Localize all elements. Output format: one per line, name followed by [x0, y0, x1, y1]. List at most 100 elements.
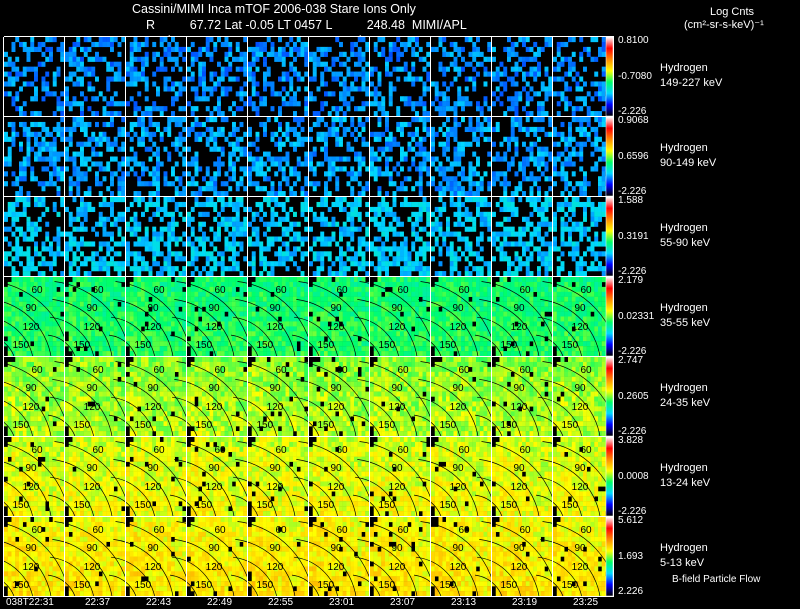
heatmap-cell: [198, 326, 203, 332]
heatmap-cell: [156, 151, 160, 157]
heatmap-cell: [190, 291, 195, 297]
heatmap-cell: [60, 316, 65, 322]
heatmap-cell: [296, 37, 301, 43]
heatmap-cell: [113, 296, 118, 302]
heatmap-cell: [388, 141, 393, 147]
heatmap-cell: [304, 41, 309, 48]
heatmap-cell: [377, 221, 382, 227]
heatmap-cell: [487, 117, 492, 123]
heatmap-cell: [4, 291, 8, 297]
heatmap-cell: [598, 156, 602, 162]
heatmap-cell: [4, 326, 8, 332]
heatmap-cell: [518, 256, 523, 262]
heatmap-cell: [235, 241, 240, 247]
heatmap-cell: [431, 81, 435, 87]
heatmap-cell: [568, 61, 572, 67]
heatmap-cell: [156, 277, 160, 283]
heatmap-cell: [141, 71, 145, 77]
heatmap-cell: [194, 277, 199, 283]
heatmap-cell: [198, 301, 203, 307]
heatmap-cell: [163, 171, 168, 177]
heatmap-cell: [91, 206, 96, 213]
heatmap-cell: [205, 316, 210, 322]
heatmap-cell: [243, 131, 248, 137]
heatmap-cell: [232, 241, 236, 247]
heatmap-cell: [370, 91, 374, 97]
heatmap-cell: [553, 156, 557, 162]
heatmap-cell: [7, 251, 12, 257]
heatmap-cell: [274, 341, 279, 347]
heatmap-cell: [49, 311, 53, 317]
heatmap-cell: [52, 256, 57, 262]
heatmap-cell: [190, 56, 195, 62]
heatmap-cell: [198, 236, 203, 242]
heatmap-cell: [278, 186, 282, 192]
heatmap-cell: [590, 37, 595, 43]
heatmap-cell: [468, 141, 473, 147]
heatmap-cell: [392, 191, 397, 197]
heatmap-cell: [171, 311, 175, 317]
heatmap-cell: [251, 181, 256, 187]
heatmap-cell: [525, 96, 530, 102]
heatmap-cell: [476, 71, 480, 77]
heatmap-cell: [407, 266, 412, 272]
heatmap-cell: [49, 141, 53, 147]
heatmap-cell: [34, 306, 38, 312]
heatmap-cell: [385, 61, 389, 67]
heatmap-cell: [163, 126, 168, 133]
heatmap-cell: [568, 71, 572, 77]
heatmap-cell: [533, 76, 538, 82]
heatmap-cell: [418, 161, 423, 167]
heatmap-cell: [198, 166, 203, 172]
heatmap-cell: [331, 126, 336, 133]
heatmap-cell: [422, 161, 427, 167]
heatmap-cell: [72, 161, 77, 167]
heatmap-cell: [80, 221, 84, 227]
heatmap-cell: [422, 197, 427, 203]
heatmap-cell: [174, 61, 179, 67]
heatmap-cell: [144, 277, 149, 283]
heatmap-cell: [133, 101, 138, 107]
heatmap-cell: [41, 181, 46, 187]
heatmap-cell: [102, 266, 107, 272]
heatmap-cell: [403, 241, 408, 247]
heatmap-cell: [266, 166, 271, 172]
heatmap-cell: [98, 131, 103, 137]
heatmap-cell: [110, 117, 114, 123]
heatmap-cell: [361, 191, 366, 197]
heatmap-cell: [300, 271, 305, 277]
heatmap-cell: [22, 281, 27, 288]
heatmap-cell: [228, 311, 233, 317]
heatmap-cell: [220, 277, 225, 283]
heatmap-cell: [224, 296, 229, 302]
heatmap-cell: [453, 181, 458, 187]
heatmap-cell: [224, 301, 229, 307]
heatmap-cell: [248, 331, 252, 337]
heatmap-cell: [385, 236, 389, 242]
heatmap-cell: [49, 316, 53, 322]
heatmap-cell: [507, 141, 511, 147]
heatmap-cell: [492, 56, 496, 62]
heatmap-cell: [274, 191, 279, 197]
heatmap-cell: [34, 341, 38, 347]
heatmap-panel: [4, 117, 65, 197]
heatmap-cell: [235, 331, 240, 337]
heatmap-cell: [434, 81, 439, 87]
heatmap-cell: [87, 191, 92, 197]
heatmap-cell: [320, 46, 325, 53]
heatmap-cell: [4, 61, 8, 67]
heatmap-cell: [381, 266, 386, 272]
heatmap-cell: [171, 266, 175, 272]
heatmap-cell: [316, 236, 321, 242]
heatmap-cell: [228, 161, 233, 167]
heatmap-cell: [590, 81, 595, 87]
heatmap-cell: [163, 291, 168, 297]
heatmap-cell: [396, 231, 401, 237]
heatmap-cell: [289, 346, 294, 352]
heatmap-cell: [263, 326, 267, 332]
heatmap-cell: [95, 136, 99, 142]
heatmap-cell: [228, 321, 233, 327]
heatmap-cell: [45, 56, 50, 62]
heatmap-cell: [37, 306, 42, 312]
heatmap-cell: [426, 221, 431, 227]
